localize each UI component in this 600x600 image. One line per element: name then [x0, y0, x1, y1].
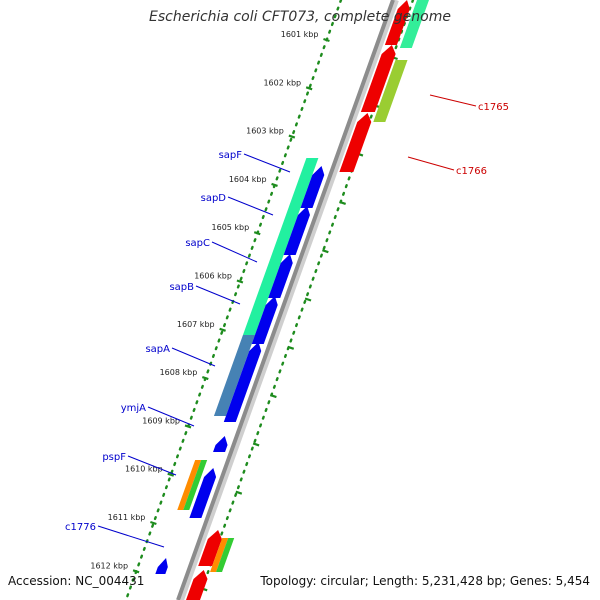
feature-tracks — [155, 0, 429, 600]
gene-c1765-product-band — [373, 60, 408, 122]
gene-label-leader — [429, 94, 477, 107]
gene-label-leader — [171, 347, 216, 367]
gene-pspF-cog-orange — [177, 460, 202, 510]
tick-label: 1607 kbp — [177, 320, 215, 329]
gene-pspF-cog-green — [183, 460, 208, 510]
gene-label-leader — [243, 153, 291, 173]
tick-label: 1606 kbp — [194, 272, 232, 281]
tick-label: 1605 kbp — [212, 223, 250, 232]
tick-label: 1612 kbp — [90, 561, 128, 570]
tick-label: 1609 kbp — [142, 416, 180, 425]
gene-sapD-arrow — [283, 206, 310, 255]
tick-label: 1602 kbp — [263, 78, 301, 87]
genome-title: Escherichia coli CFT073, complete genome — [149, 9, 451, 25]
gene-label-c1766[interactable]: c1766 — [456, 166, 487, 177]
tick-label: 1604 kbp — [229, 175, 267, 184]
gene-label-leader — [211, 241, 258, 263]
tick-mark — [271, 182, 278, 187]
gene-c1777-cog-green — [216, 538, 235, 572]
tick-label: 1601 kbp — [281, 30, 319, 39]
sap-operon-cog-band — [242, 158, 319, 335]
gene-label-pspF[interactable]: pspF — [102, 452, 126, 463]
gene-c1776-arrow — [155, 558, 168, 574]
tick-mark — [253, 231, 261, 236]
gene-label-ymjA[interactable]: ymjA — [121, 403, 146, 414]
gene-c1778-arrow — [186, 570, 208, 600]
gene-label-sapC[interactable]: sapC — [185, 238, 210, 249]
tick-mark — [201, 376, 209, 381]
gene-label-leader — [97, 525, 165, 548]
gene-label-sapD[interactable]: sapD — [201, 193, 227, 204]
gene-label-leader — [195, 285, 241, 305]
tick-label: 1608 kbp — [160, 368, 198, 377]
genome-backbone — [176, 0, 399, 600]
gene-c1777-cog-orange — [210, 538, 229, 572]
tick-mark — [304, 297, 312, 302]
gene-ymjA-arrow — [213, 436, 228, 452]
labels: c1765 c1766 sapF sapD sapC sapB sapA ymjA pspF c1… — [65, 94, 509, 548]
tick-mark — [288, 134, 296, 139]
gene-label-sapF[interactable]: sapF — [219, 150, 243, 161]
accession-text: Accession: NC_004431 — [8, 574, 145, 588]
gene-sapA-arrow — [223, 342, 262, 422]
gene-sapB-arrow — [251, 296, 278, 344]
topology-text: Topology: circular; Length: 5,231,428 bp… — [260, 574, 590, 588]
dotted-line-plus — [124, 0, 343, 600]
tick-mark — [305, 86, 313, 91]
gene-c1766-arrow — [339, 113, 372, 172]
gene-c1765-arrow — [360, 45, 396, 112]
tick-label: 1611 kbp — [108, 513, 146, 522]
tick-mark — [323, 37, 330, 43]
gene-label-sapA[interactable]: sapA — [145, 344, 170, 355]
tick-mark — [150, 520, 157, 526]
gene-sapF-arrow — [300, 166, 325, 208]
tick-mark — [252, 442, 260, 447]
gene-c1764-arrow — [384, 0, 410, 45]
tick-mark — [321, 249, 329, 254]
gene-label-leader — [147, 406, 195, 427]
backbone-line — [176, 0, 395, 600]
gene-label-leader — [407, 156, 455, 171]
tick-label: 1603 kbp — [246, 127, 284, 136]
tick-mark — [339, 200, 347, 205]
tick-mark — [219, 327, 226, 332]
gene-pspF-arrow — [189, 468, 217, 518]
tick-mark — [184, 424, 192, 429]
tick-mark — [132, 569, 140, 574]
tick-mark — [167, 472, 175, 477]
gene-label-c1776[interactable]: c1776 — [65, 522, 96, 533]
sap-operon-cog-band-blue — [213, 335, 255, 416]
tick-label: 1610 kbp — [125, 465, 163, 474]
gene-sapC-arrow — [268, 254, 293, 298]
gene-c1777-arrow — [198, 530, 222, 566]
tick-mark — [287, 345, 295, 350]
gene-label-c1765[interactable]: c1765 — [478, 102, 509, 113]
tick-mark — [236, 279, 244, 284]
gene-label-leader — [127, 455, 177, 476]
gene-top-cog-band — [399, 0, 429, 48]
tick-mark — [270, 394, 277, 399]
gene-label-sapB[interactable]: sapB — [169, 282, 194, 293]
backbone-shadow — [178, 0, 399, 600]
tick-mark — [235, 490, 243, 495]
gene-label-leader — [227, 196, 274, 216]
